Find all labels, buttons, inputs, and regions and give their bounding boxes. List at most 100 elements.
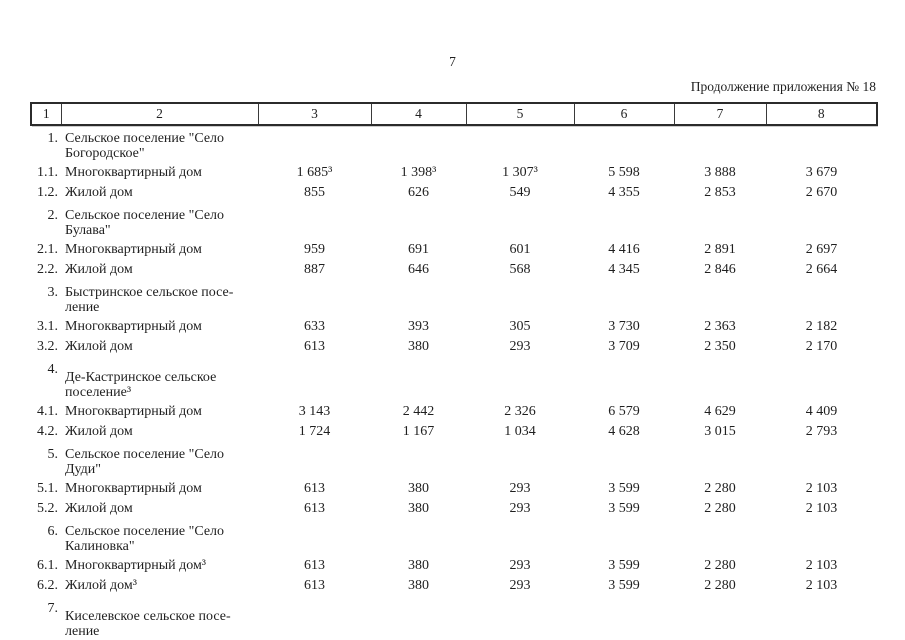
cell-value bbox=[258, 203, 371, 240]
cell-value bbox=[371, 280, 466, 317]
row-number: 1. bbox=[47, 131, 59, 146]
cell-value: 2 280 bbox=[704, 481, 736, 496]
cell-value bbox=[466, 280, 574, 317]
column-header-6: 6 bbox=[573, 102, 675, 126]
row-title: Многоквартирный дом bbox=[65, 242, 202, 257]
cell-value: 2 350 bbox=[704, 339, 736, 354]
row-number: 6.2. bbox=[37, 578, 58, 593]
row-title: Жилой дом bbox=[65, 501, 133, 516]
cell-value bbox=[674, 519, 766, 556]
cell-value: 855 bbox=[304, 185, 325, 200]
cell-value bbox=[371, 357, 466, 402]
cell-value: 2 442 bbox=[402, 404, 435, 419]
cell-value: 1 724 bbox=[298, 424, 331, 439]
cell-value bbox=[258, 442, 371, 479]
row-title: Киселевское сельское посе- ление bbox=[65, 609, 231, 639]
row-title: Многоквартирный дом bbox=[65, 165, 202, 180]
column-header-2: 2 bbox=[60, 102, 259, 126]
cell-value bbox=[466, 203, 574, 240]
cell-value: 380 bbox=[408, 481, 429, 496]
cell-value bbox=[258, 519, 371, 556]
cell-value: 1 307³ bbox=[502, 165, 538, 180]
cell-value: 3 599 bbox=[608, 578, 640, 593]
row-title: Сельское поселение "Село Дуди" bbox=[65, 447, 225, 477]
cell-value bbox=[466, 357, 574, 402]
cell-value: 1 398³ bbox=[400, 165, 437, 180]
row-number: 4. bbox=[47, 362, 59, 377]
row-number: 4.2. bbox=[37, 424, 58, 439]
cell-value: 2 103 bbox=[805, 481, 838, 496]
cell-value: 2 664 bbox=[805, 262, 838, 277]
cell-value: 2 846 bbox=[704, 262, 736, 277]
row-title: Жилой дом bbox=[65, 424, 133, 439]
cell-value: 549 bbox=[509, 185, 531, 200]
cell-value bbox=[574, 203, 674, 240]
row-number: 6.1. bbox=[37, 558, 58, 573]
appendix-table: 1 2 3 4 5 6 7 8 1. Сельское поселение "С… bbox=[30, 102, 878, 640]
cell-value: 2 793 bbox=[805, 424, 838, 439]
table-row: 1. Сельское поселение "Село Богородское" bbox=[31, 125, 877, 163]
table-row: 1.2. Жилой дом 855 626 549 4 355 2 853 2… bbox=[31, 183, 877, 203]
cell-value: 293 bbox=[509, 501, 531, 516]
cell-value: 1 685³ bbox=[296, 165, 333, 180]
cell-value: 2 853 bbox=[704, 185, 736, 200]
cell-value bbox=[766, 519, 877, 556]
row-number: 2. bbox=[47, 208, 59, 223]
row-number: 3.2. bbox=[37, 339, 58, 354]
cell-value: 613 bbox=[304, 339, 325, 354]
cell-value: 380 bbox=[408, 578, 429, 593]
cell-value: 613 bbox=[304, 578, 325, 593]
cell-value: 3 143 bbox=[298, 404, 331, 419]
row-number: 6. bbox=[47, 524, 59, 539]
row-number: 7. bbox=[47, 601, 59, 616]
cell-value bbox=[258, 125, 371, 163]
cell-value: 380 bbox=[408, 339, 429, 354]
row-title: Жилой дом bbox=[65, 262, 133, 277]
cell-value bbox=[574, 357, 674, 402]
cell-value: 2 103 bbox=[805, 558, 838, 573]
table-row: 6.2. Жилой дом³ 613 380 293 3 599 2 280 … bbox=[31, 576, 877, 596]
row-number: 2.1. bbox=[37, 242, 58, 257]
cell-value: 2 103 bbox=[805, 578, 838, 593]
cell-value: 3 888 bbox=[704, 165, 736, 180]
cell-value: 646 bbox=[408, 262, 429, 277]
cell-value: 3 015 bbox=[704, 424, 736, 439]
table-row: 3.1. Многоквартирный дом 633 393 305 3 7… bbox=[31, 317, 877, 337]
cell-value bbox=[466, 442, 574, 479]
row-number: 1.2. bbox=[37, 185, 58, 200]
row-number: 4.1. bbox=[37, 404, 58, 419]
row-number: 5. bbox=[47, 447, 59, 462]
column-header-8: 8 bbox=[765, 102, 878, 126]
table-row: 2.2. Жилой дом 887 646 568 4 345 2 846 2… bbox=[31, 260, 877, 280]
cell-value: 2 670 bbox=[805, 185, 838, 200]
table-row: 3. Быстринское сельское посе- ление bbox=[31, 280, 877, 317]
cell-value: 2 103 bbox=[805, 501, 838, 516]
cell-value bbox=[371, 203, 466, 240]
cell-value: 1 167 bbox=[402, 424, 435, 439]
cell-value bbox=[766, 357, 877, 402]
cell-value: 380 bbox=[408, 501, 429, 516]
cell-value bbox=[466, 519, 574, 556]
cell-value: 633 bbox=[304, 319, 325, 334]
cell-value: 2 326 bbox=[504, 404, 536, 419]
cell-value bbox=[674, 596, 766, 640]
row-title: Сельское поселение "Село Булава" bbox=[65, 208, 225, 238]
cell-value: 2 891 bbox=[704, 242, 736, 257]
column-header-row: 1 2 3 4 5 6 7 8 bbox=[30, 102, 878, 126]
cell-value: 4 628 bbox=[608, 424, 640, 439]
cell-value bbox=[574, 125, 674, 163]
cell-value: 5 598 bbox=[608, 165, 640, 180]
table-row: 6.1. Многоквартирный дом³ 613 380 293 3 … bbox=[31, 556, 877, 576]
cell-value: 2 280 bbox=[704, 578, 736, 593]
row-title: Жилой дом bbox=[65, 339, 133, 354]
cell-value: 4 416 bbox=[608, 242, 640, 257]
cell-value: 393 bbox=[408, 319, 429, 334]
cell-value bbox=[674, 357, 766, 402]
appendix-continuation-label: Продолжение приложения № 18 bbox=[690, 79, 876, 94]
cell-value: 293 bbox=[509, 481, 531, 496]
cell-value: 691 bbox=[408, 242, 429, 257]
cell-value bbox=[258, 280, 371, 317]
table-row: 5.1. Многоквартирный дом 613 380 293 3 5… bbox=[31, 479, 877, 499]
table-row: 2.1. Многоквартирный дом 959 691 601 4 4… bbox=[31, 240, 877, 260]
